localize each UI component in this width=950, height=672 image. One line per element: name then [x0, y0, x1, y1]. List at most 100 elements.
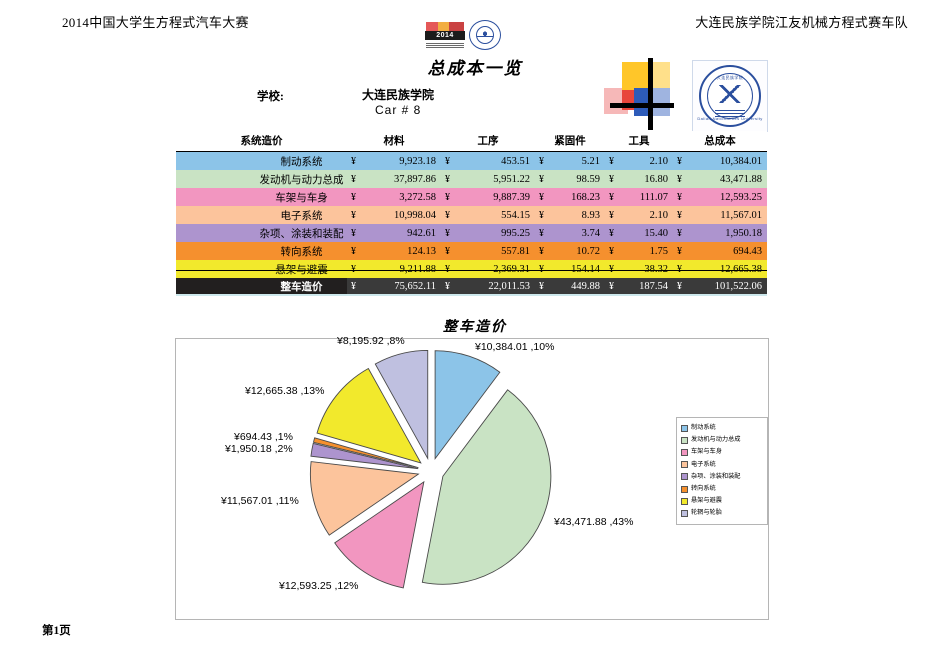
- row-system-name: 转向系统: [280, 246, 323, 258]
- row-system-name: 发动机与动力总成: [259, 174, 344, 186]
- grand-total-total-currency: ¥: [673, 278, 688, 294]
- row-process-currency: ¥: [445, 227, 450, 239]
- legend-item: 制动系统: [681, 422, 764, 434]
- col-header-tool: 工具: [605, 131, 673, 152]
- row-fastener: 154.14: [571, 263, 600, 275]
- row-material: 942.61: [407, 227, 436, 239]
- pie-data-label: ¥8,195.92 ,8%: [337, 335, 405, 347]
- row-system-name: 制动系统: [280, 156, 323, 168]
- legend-item: 杂项、涂装和装配: [681, 471, 764, 483]
- table-row: 车架与车身 ¥3,272.58 ¥9,887.39 ¥168.23 ¥111.07 ¥12…: [176, 188, 767, 206]
- row-fastener-currency: ¥: [539, 209, 544, 221]
- legend-swatch-icon: [681, 497, 688, 505]
- legend-swatch-icon: [681, 424, 688, 432]
- legend-swatch-icon: [681, 473, 688, 481]
- row-fastener-currency: ¥: [539, 191, 544, 203]
- row-material-currency: ¥: [351, 245, 356, 257]
- col-header-system: 系统造价: [176, 131, 347, 152]
- header-logos: 2014: [424, 20, 514, 50]
- row-total: 11,567.01: [720, 209, 762, 221]
- col-header-total: 总成本: [673, 131, 767, 152]
- legend-label: 电子系统: [691, 460, 716, 468]
- row-tool-currency: ¥: [609, 173, 614, 185]
- row-total-currency: ¥: [677, 173, 682, 185]
- pie-slice: [310, 461, 420, 536]
- row-fastener-currency: ¥: [539, 173, 544, 185]
- row-tool: 1.75: [649, 245, 668, 257]
- legend-label: 车架与车身: [691, 448, 722, 456]
- table-header-row: 系统造价 材料 工序 紧固件 工具 总成本: [176, 131, 767, 152]
- row-total-currency: ¥: [677, 245, 682, 257]
- row-process: 9,887.39: [493, 191, 530, 203]
- row-total-currency: ¥: [677, 263, 682, 275]
- pie-slice: [434, 350, 501, 461]
- legend-item: 发动机与动力总成: [681, 434, 764, 446]
- row-system-name: 电子系统: [280, 210, 323, 222]
- row-process: 453.51: [501, 155, 530, 167]
- grand-total-fastener-currency: ¥: [535, 278, 550, 294]
- row-total-currency: ¥: [677, 155, 682, 167]
- row-system-name: 悬架与避震: [275, 264, 328, 276]
- grand-total-total: 101,522.06: [688, 278, 767, 294]
- col-header-material: 材料: [347, 131, 441, 152]
- row-tool: 2.10: [649, 155, 668, 167]
- col-header-fastener: 紧固件: [535, 131, 605, 152]
- row-tool: 111.07: [639, 191, 668, 203]
- row-material: 9,923.18: [399, 155, 436, 167]
- grand-total-process: 22,011.53: [456, 278, 535, 294]
- row-tool-currency: ¥: [609, 191, 614, 203]
- pie-data-label: ¥11,567.01 ,11%: [221, 495, 299, 507]
- table-row: 制动系统 ¥9,923.18 ¥453.51 ¥5.21 ¥2.10 ¥10,384.01: [176, 151, 767, 170]
- row-system-name: 杂项、涂装和装配: [259, 228, 344, 240]
- legend-label: 制动系统: [691, 424, 716, 431]
- row-fastener: 5.21: [581, 155, 600, 167]
- fsc-competition-logo-icon: 2014: [424, 21, 466, 49]
- pie-slice: [334, 480, 425, 589]
- school-label: 学校:: [257, 91, 284, 103]
- row-material: 37,897.86: [394, 173, 436, 185]
- col-header-process: 工序: [441, 131, 535, 152]
- row-tool-currency: ¥: [609, 227, 614, 239]
- grand-total-material-currency: ¥: [347, 278, 362, 294]
- pie-chart-panel: [175, 338, 769, 620]
- grand-total-process-currency: ¥: [441, 278, 456, 294]
- grand-total-material: 75,652.11: [362, 278, 441, 294]
- row-fastener-currency: ¥: [539, 227, 544, 239]
- legend-label: 转向系统: [691, 484, 716, 492]
- grand-total-fastener: 449.88: [550, 278, 605, 294]
- row-total: 12,593.25: [720, 191, 762, 203]
- legend-item: 悬架与避震: [681, 495, 764, 507]
- seal-emblem-icon: [719, 84, 741, 103]
- row-fastener: 3.74: [581, 227, 600, 239]
- row-material: 124.13: [407, 245, 436, 257]
- pie-data-label: ¥12,665.38 ,13%: [245, 385, 325, 397]
- row-material-currency: ¥: [351, 227, 356, 239]
- row-process: 995.25: [501, 227, 530, 239]
- row-material-currency: ¥: [351, 209, 356, 221]
- row-fastener: 10.72: [576, 245, 600, 257]
- pie-slice: [312, 437, 419, 469]
- pie-data-label: ¥1,950.18 ,2%: [225, 443, 293, 455]
- row-tool: 38.32: [644, 263, 668, 275]
- row-total: 1,950.18: [725, 227, 762, 239]
- pie-slice: [310, 442, 419, 470]
- row-fastener-currency: ¥: [539, 263, 544, 275]
- row-tool: 2.10: [649, 209, 668, 221]
- row-tool-currency: ¥: [609, 263, 614, 275]
- row-process: 557.81: [501, 245, 530, 257]
- row-total: 694.43: [733, 245, 762, 257]
- legend-label: 杂项、涂装和装配: [691, 472, 741, 480]
- row-material-currency: ¥: [351, 155, 356, 167]
- row-total-currency: ¥: [677, 191, 682, 203]
- row-process-currency: ¥: [445, 245, 450, 257]
- table-row: 转向系统 ¥124.13 ¥557.81 ¥10.72 ¥1.75 ¥694.43: [176, 242, 767, 260]
- table-row: 悬架与避震 ¥9,211.88 ¥2,369.31 ¥154.14 ¥38.32 ¥12,…: [176, 260, 767, 278]
- row-material: 10,998.04: [394, 209, 436, 221]
- row-total: 10,384.01: [720, 155, 762, 167]
- row-process-currency: ¥: [445, 263, 450, 275]
- legend-label: 发动机与动力总成: [691, 436, 741, 444]
- pie-data-label: ¥12,593.25 ,12%: [279, 580, 359, 592]
- grand-total-row: 整车造价 ¥ 75,652.11 ¥ 22,011.53 ¥ 449.88 ¥ …: [176, 278, 767, 294]
- legend-label: 悬架与避震: [691, 497, 722, 505]
- row-total: 12,665.38: [720, 263, 762, 275]
